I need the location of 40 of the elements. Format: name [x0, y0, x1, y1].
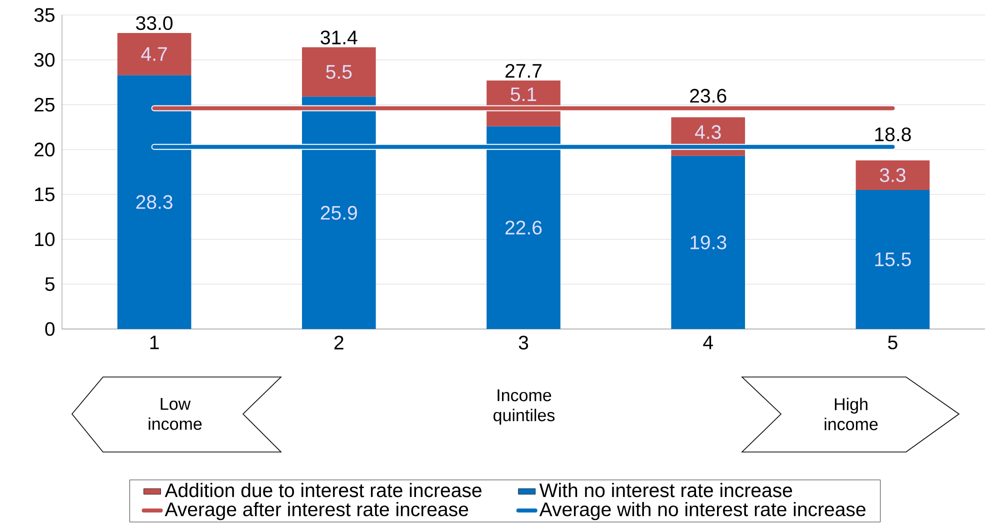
data-label: 28.3 [136, 195, 172, 209]
bar [856, 190, 930, 329]
x-tick-label: 1 [150, 336, 159, 350]
y-tick-label: 10 [35, 232, 55, 246]
total-label: 33.0 [136, 16, 173, 30]
legend-label: Average with no interest rate increase [539, 502, 866, 520]
bar [302, 47, 376, 97]
y-tick-label: 35 [34, 8, 54, 22]
bar [856, 160, 930, 190]
data-label: 4.7 [141, 47, 167, 61]
data-label: 5.1 [510, 88, 536, 102]
x-tick-label: 4 [703, 336, 713, 350]
text: Low income [148, 398, 202, 430]
text: High income [824, 398, 878, 430]
x-tick-label: 2 [334, 336, 344, 350]
x-tick-label: 5 [888, 336, 898, 350]
y-tick-label: 5 [45, 277, 54, 291]
x-tick-label: 3 [518, 336, 528, 350]
y-tick-label: 30 [34, 52, 55, 67]
data-label: 15.5 [875, 252, 911, 266]
bar [117, 32, 192, 76]
data-label: 19.3 [690, 236, 726, 250]
total-label: 27.7 [506, 64, 542, 78]
total-label: 23.6 [690, 88, 726, 103]
legend-label: With no interest rate increase [539, 482, 792, 498]
x-axis-title: Income quintiles [494, 389, 555, 425]
y-tick-label: 20 [34, 142, 55, 156]
y-tick-label: 0 [45, 322, 55, 336]
total-label: 31.4 [320, 30, 358, 44]
legend-label: Average after interest rate increase [164, 502, 468, 520]
data-label: 4.3 [695, 125, 721, 139]
y-tick-label: 25 [34, 98, 54, 112]
data-label: 3.3 [880, 168, 906, 182]
total-label: 18.8 [875, 128, 911, 142]
bar [671, 156, 746, 329]
data-label: 5.5 [326, 65, 352, 79]
data-label: 22.6 [506, 220, 542, 235]
legend-label: Addition due to interest rate increase [164, 482, 482, 498]
data-label: 25.9 [320, 206, 357, 220]
y-tick-label: 15 [35, 188, 54, 202]
